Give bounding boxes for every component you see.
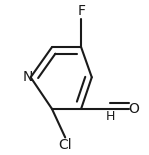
Text: O: O <box>129 102 139 116</box>
Text: F: F <box>77 4 85 18</box>
Text: N: N <box>23 70 33 84</box>
Text: Cl: Cl <box>58 138 72 152</box>
Text: H: H <box>106 110 115 123</box>
